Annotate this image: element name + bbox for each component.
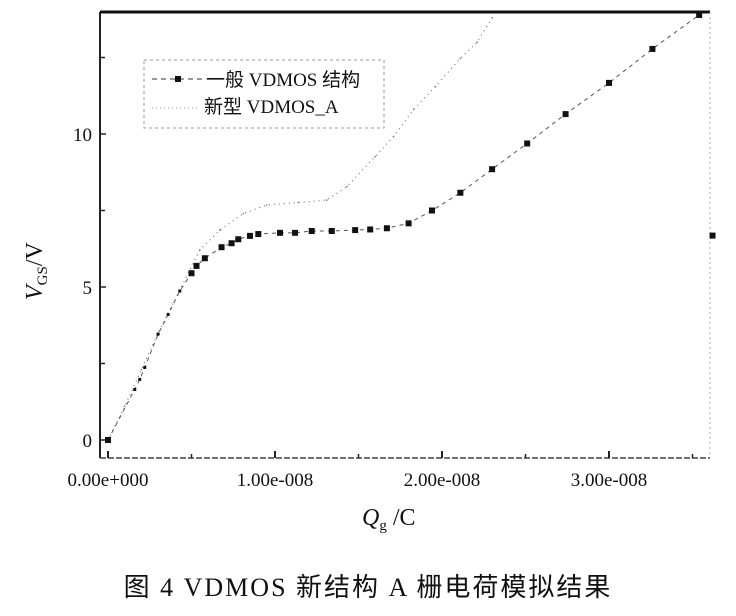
legend-marker-series-1	[175, 76, 181, 82]
series-1-point	[277, 229, 284, 236]
y-axis-title: VGS/V	[22, 241, 51, 300]
series-2-point	[199, 249, 201, 251]
series-2-point	[392, 135, 395, 138]
series-1-point	[405, 220, 412, 227]
series-1-point	[328, 228, 335, 235]
x-tick-label: 2.00e-008	[404, 470, 481, 491]
series-1-point	[562, 111, 569, 118]
series-1-point	[255, 231, 262, 238]
legend: 一般 VDMOS 结构 新型 VDMOS_A	[143, 59, 385, 129]
series-1-point	[105, 437, 111, 443]
series-2-point	[491, 16, 493, 19]
series-2-point	[459, 57, 462, 60]
x-tick-label: 1.00e-008	[237, 470, 314, 491]
series-2-point	[346, 185, 348, 188]
series-2-point	[123, 405, 126, 408]
series-2-point	[242, 212, 245, 215]
series-1-point	[457, 189, 464, 196]
y-tick-label: 5	[83, 278, 93, 299]
series-1-line	[107, 14, 700, 441]
series-1-point	[201, 255, 208, 262]
x-axis-title: Qg /C	[362, 505, 416, 534]
series-2-point	[434, 85, 437, 88]
y-tick-label: 0	[83, 431, 93, 452]
series-2-point	[140, 368, 143, 371]
series-1-point	[133, 388, 137, 392]
series-1-point	[166, 313, 170, 317]
series-2-point	[476, 41, 478, 43]
series-1-point	[235, 236, 242, 243]
series-1-point	[709, 232, 716, 239]
series-1-point	[524, 140, 531, 147]
series-1-point	[218, 244, 225, 251]
series-1-point	[188, 270, 195, 277]
series-2-point	[297, 201, 300, 204]
legend-box	[143, 59, 385, 129]
series-2-point	[412, 108, 415, 111]
series-1-point	[308, 228, 315, 235]
series-1-point	[156, 332, 160, 336]
series-1-point	[383, 225, 390, 232]
series-1-point	[696, 11, 703, 18]
x-tick-label: 3.00e-008	[571, 470, 648, 491]
series-1-point	[246, 232, 253, 239]
series-1-point	[649, 45, 656, 52]
legend-label-series-1: 一般 VDMOS 结构	[206, 69, 360, 91]
series-1-point	[178, 289, 182, 293]
series-2-point	[265, 204, 268, 206]
series-1-point	[367, 226, 374, 233]
x-tick-label: 0.00e+000	[68, 470, 149, 491]
series-1-point	[489, 166, 496, 173]
y-tick-label: 10	[73, 125, 92, 146]
legend-label-series-2: 新型 VDMOS_A	[204, 96, 339, 118]
series-1-point	[352, 227, 359, 234]
series-1-point	[138, 377, 142, 381]
series-1-point	[292, 229, 299, 236]
series-1-point	[428, 207, 435, 214]
series-2-point	[374, 155, 377, 158]
series-2-point	[219, 229, 221, 231]
series-1-point	[228, 240, 235, 247]
series-1-point	[143, 365, 147, 369]
series-1-point	[606, 79, 612, 86]
series-1-point	[193, 262, 200, 269]
series-2-point	[325, 199, 328, 201]
figure-caption: 图 4 VDMOS 新结构 A 栅电荷模拟结果	[124, 573, 613, 602]
